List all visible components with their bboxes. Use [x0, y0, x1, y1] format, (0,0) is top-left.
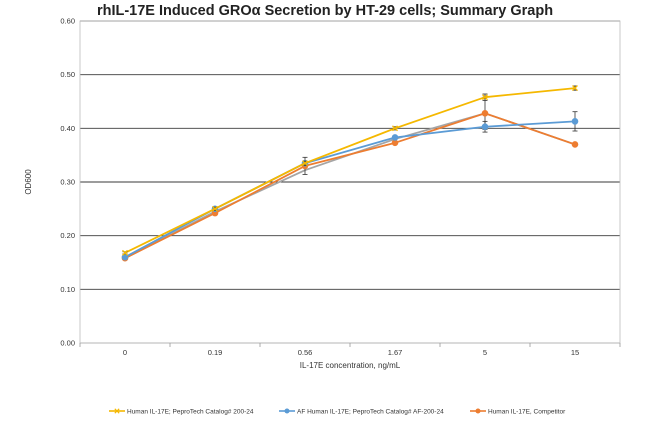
- x-tick-label: 0.19: [208, 348, 223, 357]
- x-tick-label: 15: [571, 348, 579, 357]
- data-point: [122, 249, 128, 256]
- data-point: [392, 125, 398, 132]
- data-point: [481, 110, 489, 117]
- y-tick-label: 0.10: [60, 285, 75, 294]
- chart-title: rhIL-17E Induced GROα Secretion by HT-29…: [97, 3, 553, 19]
- data-point: [572, 85, 578, 92]
- legend-label: AF Human IL-17E; PeproTech Catalog# AF-2…: [297, 408, 444, 415]
- y-axis-label: OD600: [24, 169, 33, 195]
- x-tick-label: 5: [483, 348, 487, 357]
- data-point: [121, 253, 129, 261]
- legend-swatch-marker: [475, 408, 481, 414]
- legend-label: Human IL-17E; PeproTech Catalog# 200-24: [127, 408, 254, 415]
- y-tick-label: 0.60: [60, 17, 75, 26]
- x-tick-label: 1.67: [388, 348, 403, 357]
- grid: [80, 20, 620, 344]
- data-point: [481, 123, 489, 131]
- series: [121, 111, 579, 261]
- series: [122, 85, 578, 256]
- series-line: [124, 87, 576, 254]
- x-tick-label: 0: [123, 348, 127, 357]
- legend-swatch-marker: [114, 408, 120, 414]
- legend-item: AF Human IL-17E; PeproTech Catalog# AF-2…: [279, 408, 444, 415]
- series-layer: [121, 85, 579, 262]
- data-point: [571, 118, 579, 125]
- series: [124, 112, 576, 260]
- y-tick-label: 0.20: [60, 231, 75, 240]
- series-line: [124, 120, 576, 258]
- legend-swatch-marker: [284, 408, 290, 414]
- y-tick-label: 0.30: [60, 178, 75, 187]
- y-tick-label: 0.40: [60, 124, 75, 133]
- series-line: [124, 112, 576, 260]
- x-tick-label: 0.56: [298, 348, 313, 357]
- series-line: [124, 112, 576, 260]
- legend-label: Human IL-17E, Competitor: [488, 408, 566, 415]
- data-point: [391, 134, 399, 141]
- axes: 0.00 0.10 0.20 0.30 0.40 0.50 0.60 0 0.19 0.56 1.6…: [60, 17, 621, 357]
- data-point: [571, 141, 579, 148]
- data-point: [482, 94, 488, 101]
- legend: Human IL-17E; PeproTech Catalog# 200-24 A…: [109, 408, 566, 415]
- legend-item: Human IL-17E, Competitor: [470, 408, 566, 415]
- series: [121, 96, 579, 262]
- data-point: [391, 139, 399, 147]
- data-point: [212, 205, 218, 212]
- y-tick-label: 0.00: [60, 339, 75, 348]
- x-axis-label: IL-17E concentration, ng/mL: [300, 361, 401, 370]
- legend-item: Human IL-17E; PeproTech Catalog# 200-24: [109, 408, 254, 415]
- data-point: [302, 160, 308, 167]
- y-tick-label: 0.50: [60, 70, 75, 79]
